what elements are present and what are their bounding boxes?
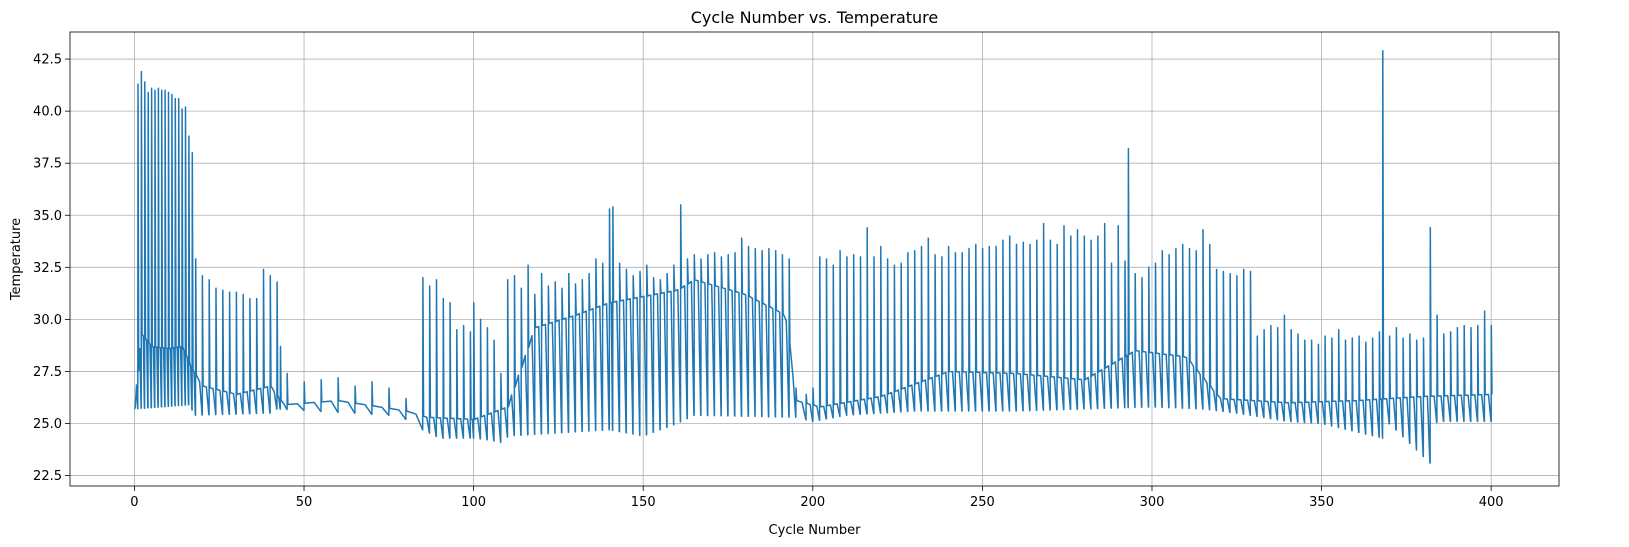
x-tick-label: 350 bbox=[1309, 495, 1334, 510]
y-tick-label: 35.0 bbox=[33, 209, 62, 224]
x-tick-label: 150 bbox=[631, 495, 656, 510]
x-tick-label: 100 bbox=[461, 495, 486, 510]
temperature-series-line bbox=[133, 49, 1493, 464]
y-tick-label: 25.0 bbox=[33, 417, 62, 432]
x-axis-label: Cycle Number bbox=[769, 523, 862, 538]
grid bbox=[70, 32, 1559, 486]
x-tick-label: 300 bbox=[1140, 495, 1165, 510]
x-axis: 0 50 100 150 200 250 300 350 400 bbox=[130, 486, 1504, 510]
y-tick-label: 27.5 bbox=[33, 365, 62, 380]
y-tick-label: 37.5 bbox=[33, 157, 62, 172]
y-tick-label: 32.5 bbox=[33, 261, 62, 276]
y-tick-label: 42.5 bbox=[33, 53, 62, 68]
x-tick-label: 400 bbox=[1479, 495, 1504, 510]
x-tick-label: 250 bbox=[970, 495, 995, 510]
x-tick-label: 200 bbox=[800, 495, 825, 510]
y-axis-label: Temperature bbox=[9, 218, 24, 301]
y-tick-label: 22.5 bbox=[33, 469, 62, 484]
x-tick-label: 50 bbox=[296, 495, 313, 510]
y-tick-label: 40.0 bbox=[33, 105, 62, 120]
chart-title: Cycle Number vs. Temperature bbox=[691, 8, 939, 27]
y-axis: 22.5 25.0 27.5 30.0 32.5 35.0 37.5 40.0 42.5 bbox=[33, 53, 70, 484]
plot-frame bbox=[69, 31, 1560, 487]
y-tick-label: 30.0 bbox=[33, 313, 62, 328]
x-tick-label: 0 bbox=[130, 495, 138, 510]
series-layer bbox=[133, 49, 1493, 464]
